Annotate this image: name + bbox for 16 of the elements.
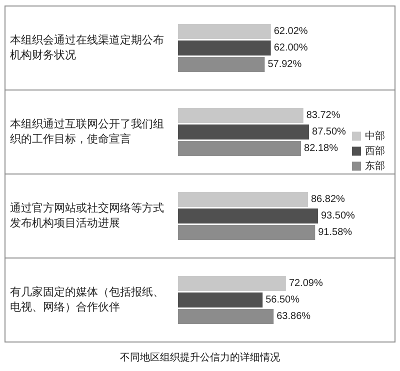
legend-label: 东部 bbox=[365, 160, 385, 172]
data-label: 86.82% bbox=[311, 194, 346, 206]
text: 不同地区组织提升公信力的详细情况 bbox=[120, 352, 280, 364]
data-label: 93.50% bbox=[321, 210, 356, 222]
data-label: 87.50% bbox=[312, 126, 346, 138]
data-label: 82.18% bbox=[304, 143, 338, 154]
data-label: 62.00% bbox=[274, 42, 308, 54]
data-label: 56.50% bbox=[266, 294, 300, 306]
data-label: 62.02% bbox=[274, 26, 308, 38]
legend-label: 中部 bbox=[365, 130, 385, 142]
data-label: 57.92% bbox=[268, 59, 302, 70]
legend-label: 西部 bbox=[365, 144, 385, 157]
data-label: 83.72% bbox=[306, 110, 340, 122]
data-label: 63.86% bbox=[276, 311, 311, 322]
data-label: 72.09% bbox=[288, 278, 323, 290]
data-label: 91.58% bbox=[318, 227, 352, 238]
